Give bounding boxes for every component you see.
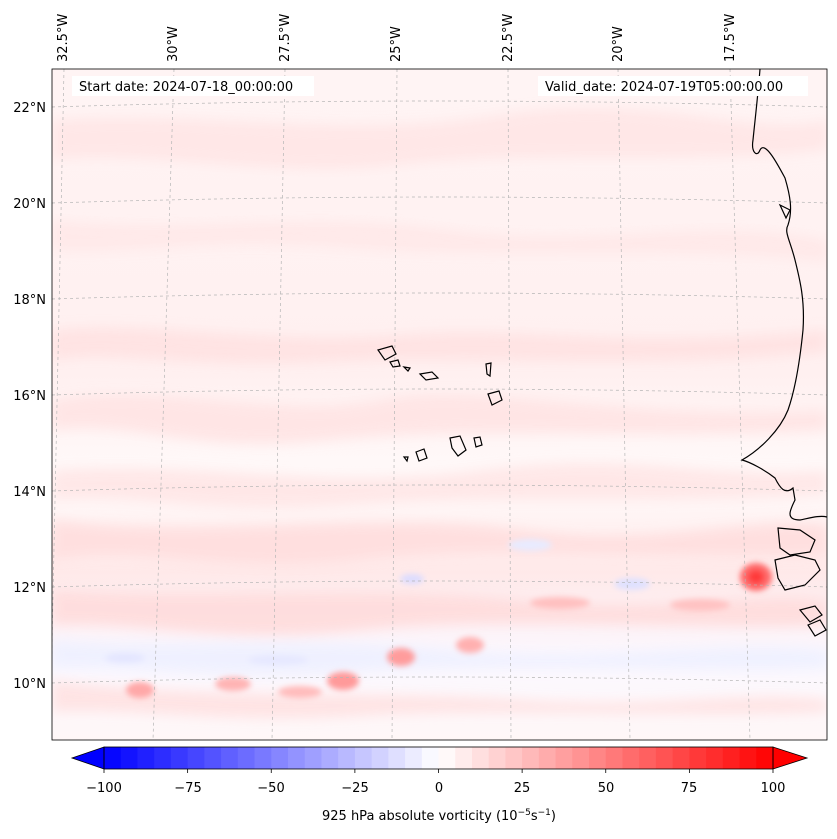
vorticity-bands: [52, 107, 827, 719]
colorbar-cell: [488, 747, 507, 769]
map-frame: [51, 68, 828, 741]
colorbar-tick-labels: −100 −75 −50 −25 0 25 50 75 100: [86, 781, 785, 796]
colorbar-cell: [505, 747, 523, 769]
lon-label: 17.5°W: [723, 14, 738, 62]
lon-label: 25°W: [389, 26, 404, 62]
colorbar-tick-label: 25: [514, 781, 531, 796]
lat-label: 16°N: [13, 389, 46, 404]
lon-label: 22.5°W: [501, 14, 516, 62]
colorbar-cell: [237, 747, 256, 769]
lon-label: 32.5°W: [56, 14, 71, 62]
start-date-box: [72, 76, 314, 96]
colorbar-cell: [522, 747, 540, 769]
colorbar: −100 −75 −50 −25 0 25 50 75 100 925 hPa …: [70, 746, 809, 824]
colorbar-cell: [170, 747, 189, 769]
colorbar-cell: [555, 747, 573, 769]
start-date-label: Start date: 2024-07-18_00:00:00: [79, 80, 293, 95]
colorbar-tick-label: 50: [598, 781, 615, 796]
colorbar-cell: [154, 747, 172, 769]
colorbar-ticks: [103, 769, 774, 773]
coastline: [740, 69, 827, 637]
colorbar-cell: [204, 747, 222, 769]
latitude-labels: 22°N 20°N 18°N 16°N 14°N 12°N 10°N: [13, 101, 46, 692]
colorbar-cell: [622, 747, 640, 769]
colorbar-cell: [371, 747, 389, 769]
colorbar-tick-label: −75: [174, 781, 201, 796]
lat-label: 20°N: [13, 197, 46, 212]
colorbar-cell: [689, 747, 707, 769]
colorbar-tick-label: −100: [86, 781, 122, 796]
valid-date-label: Valid_date: 2024-07-19T05:00:00.00: [545, 80, 783, 95]
colorbar-cell: [221, 747, 239, 769]
colorbar-cell: [655, 747, 674, 769]
colorbar-cell: [605, 747, 624, 769]
colorbar-cell: [572, 747, 590, 769]
colorbar-cell: [321, 747, 339, 769]
colorbar-cell: [438, 747, 456, 769]
lat-label: 10°N: [13, 677, 46, 692]
lat-label: 12°N: [13, 581, 46, 596]
lat-label: 22°N: [13, 101, 46, 116]
colorbar-cell: [354, 747, 373, 769]
colorbar-extend-max: [772, 746, 809, 770]
colorbar-cell: [187, 747, 205, 769]
colorbar-cell: [137, 747, 155, 769]
colorbar-cell: [471, 747, 490, 769]
colorbar-tick-label: 100: [761, 781, 786, 796]
colorbar-tick-label: −50: [257, 781, 284, 796]
colorbar-cell: [388, 747, 406, 769]
colorbar-tick-label: −25: [341, 781, 368, 796]
colorbar-cell: [287, 747, 306, 769]
colorbar-cell: [672, 747, 690, 769]
lon-label: 20°W: [611, 26, 626, 62]
colorbar-extend-min: [70, 746, 105, 770]
lat-label: 18°N: [13, 293, 46, 308]
vorticity-field: [52, 107, 827, 719]
longitude-labels: 32.5°W 30°W 27.5°W 25°W 22.5°W 20°W 17.5…: [56, 14, 738, 62]
lon-label: 30°W: [166, 26, 181, 62]
colorbar-cell: [304, 747, 323, 769]
colorbar-cell: [722, 747, 741, 769]
colorbar-cell: [589, 747, 607, 769]
map-panel: Start date: 2024-07-18_00:00:00 Valid_da…: [13, 14, 828, 741]
colorbar-cell: [739, 747, 757, 769]
colorbar-cell: [271, 747, 289, 769]
colorbar-cell: [538, 747, 557, 769]
colorbar-cell: [254, 747, 272, 769]
colorbar-cell: [455, 747, 473, 769]
colorbar-title: 925 hPa absolute vorticity (10−5s−1): [322, 808, 556, 824]
colorbar-cell: [104, 747, 122, 769]
colorbar-cell: [639, 747, 657, 769]
valid-date-box: [538, 76, 808, 96]
colorbar-cell: [421, 747, 440, 769]
cape-verde-islands: [377, 345, 503, 463]
colorbar-tick-label: 75: [681, 781, 698, 796]
colorbar-cell: [338, 747, 356, 769]
colorbar-cell: [706, 747, 724, 769]
colorbar-cell: [405, 747, 423, 769]
colorbar-cell: [756, 747, 774, 769]
colorbar-tick-label: 0: [435, 781, 443, 796]
colorbar-cells: [104, 747, 774, 769]
colorbar-cell: [120, 747, 139, 769]
lat-label: 14°N: [13, 485, 46, 500]
lon-label: 27.5°W: [278, 14, 293, 62]
vorticity-blobs: [105, 539, 772, 698]
